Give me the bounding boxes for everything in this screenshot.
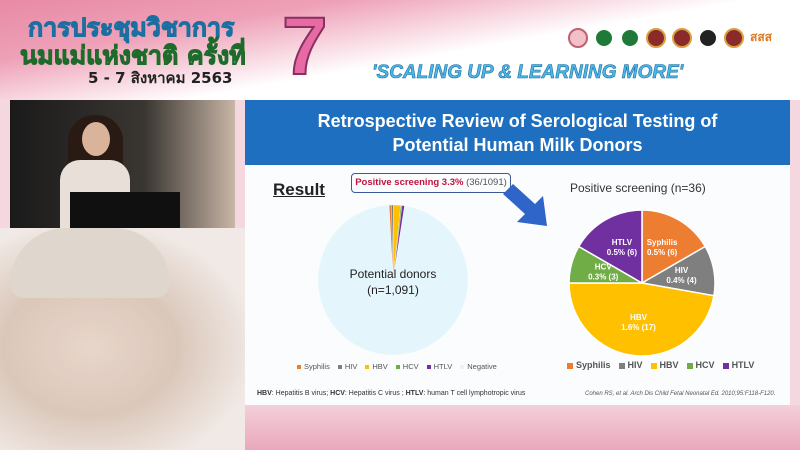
royal-college-logo-2 bbox=[672, 28, 692, 48]
speaker-video bbox=[10, 100, 235, 228]
edition-number: 7 bbox=[281, 0, 329, 93]
slide-title-line2: Potential Human Milk Donors bbox=[392, 135, 643, 155]
positive-screening-callout: Positive screening 3.3% (36/1091) bbox=[351, 173, 511, 193]
left-center-label: Potential donors bbox=[350, 267, 437, 281]
citation: Cohen RS, et al. Arch Dis Child Fetal Ne… bbox=[585, 391, 776, 397]
callout-count: (36/1091) bbox=[466, 177, 507, 188]
pie-slice-htlv bbox=[577, 209, 643, 285]
breastfeeding-logo bbox=[568, 28, 588, 48]
callout-bold: Positive screening 3.3% bbox=[355, 177, 464, 188]
podium bbox=[70, 192, 180, 228]
bottom-band bbox=[245, 405, 800, 450]
conference-dates: 5 - 7 สิงหาคม 2563 bbox=[88, 69, 233, 87]
legend-item-hbv: HBV bbox=[365, 362, 388, 371]
moph-logo-2 bbox=[620, 28, 640, 48]
right-chart-title: Positive screening (n=36) bbox=[570, 181, 706, 195]
conference-title-line2: นมแม่แห่งชาติ ครั้งที่ bbox=[20, 41, 247, 71]
royal-college-logo bbox=[646, 28, 666, 48]
left-legend: Syphilis HIV HBV HCV HTLV Negative bbox=[297, 362, 497, 371]
conference-title-line1: การประชุมวิชาการ bbox=[27, 13, 235, 43]
arrow-icon bbox=[503, 184, 547, 226]
right-legend: Syphilis HIV HBV HCV HTLV bbox=[567, 360, 754, 370]
legend-item-hiv: HIV bbox=[618, 360, 643, 370]
slice-label: 0.3% (3) bbox=[588, 273, 619, 282]
slice-label: 0.5% (6) bbox=[647, 248, 678, 257]
footnote-abbr: HBV bbox=[257, 390, 272, 397]
left-center-label: (n=1,091) bbox=[367, 283, 419, 297]
legend-item-syphilis: Syphilis bbox=[567, 360, 611, 370]
result-heading: Result bbox=[273, 180, 325, 199]
university-logo bbox=[698, 28, 718, 48]
pie-slice-negative bbox=[317, 204, 469, 356]
slice-label: HTLV bbox=[612, 238, 633, 247]
slice-label: 0.5% (6) bbox=[607, 248, 638, 257]
background-child-photo bbox=[0, 228, 245, 450]
legend-item-htlv: HTLV bbox=[722, 360, 754, 370]
presentation-slide: Retrospective Review of Serological Test… bbox=[245, 100, 790, 405]
slice-label: 0.4% (4) bbox=[666, 276, 697, 285]
footnote-abbr: HTLV bbox=[405, 390, 424, 397]
legend-item-hiv: HIV bbox=[337, 362, 357, 371]
pie-slice-syphilis bbox=[641, 209, 707, 285]
legend-item-negative: Negative bbox=[460, 362, 497, 371]
slice-label: 1.6% (17) bbox=[621, 323, 656, 332]
slogan: 'SCALING UP & LEARNING MORE' bbox=[372, 62, 684, 84]
legend-item-hcv: HCV bbox=[686, 360, 715, 370]
slice-label: HBV bbox=[630, 313, 648, 322]
legend-item-syphilis: Syphilis bbox=[297, 362, 330, 371]
thai-red-logo bbox=[724, 28, 744, 48]
thaihealth-logo: สสส bbox=[750, 30, 772, 44]
sponsor-logos: สสส bbox=[568, 28, 776, 48]
footnote-abbr: HCV bbox=[330, 390, 345, 397]
slice-label: HIV bbox=[675, 266, 689, 275]
legend-item-hbv: HBV bbox=[650, 360, 679, 370]
slice-label: Syphilis bbox=[647, 238, 678, 247]
hat bbox=[10, 228, 170, 298]
legend-item-htlv: HTLV bbox=[426, 362, 452, 371]
slice-label: HCV bbox=[595, 263, 613, 272]
speaker-face bbox=[82, 122, 110, 156]
slide-title-line1: Retrospective Review of Serological Test… bbox=[317, 111, 718, 131]
conference-banner: การประชุมวิชาการ นมแม่แห่งชาติ ครั้งที่ … bbox=[0, 0, 800, 100]
abbreviation-footnote: HBV: Hepatitis B virus; HCV: Hepatitis C… bbox=[257, 390, 526, 397]
moph-logo bbox=[594, 28, 614, 48]
pie-slice-hbv bbox=[568, 282, 715, 357]
slide-title: Retrospective Review of Serological Test… bbox=[245, 100, 790, 165]
legend-item-hcv: HCV bbox=[395, 362, 419, 371]
